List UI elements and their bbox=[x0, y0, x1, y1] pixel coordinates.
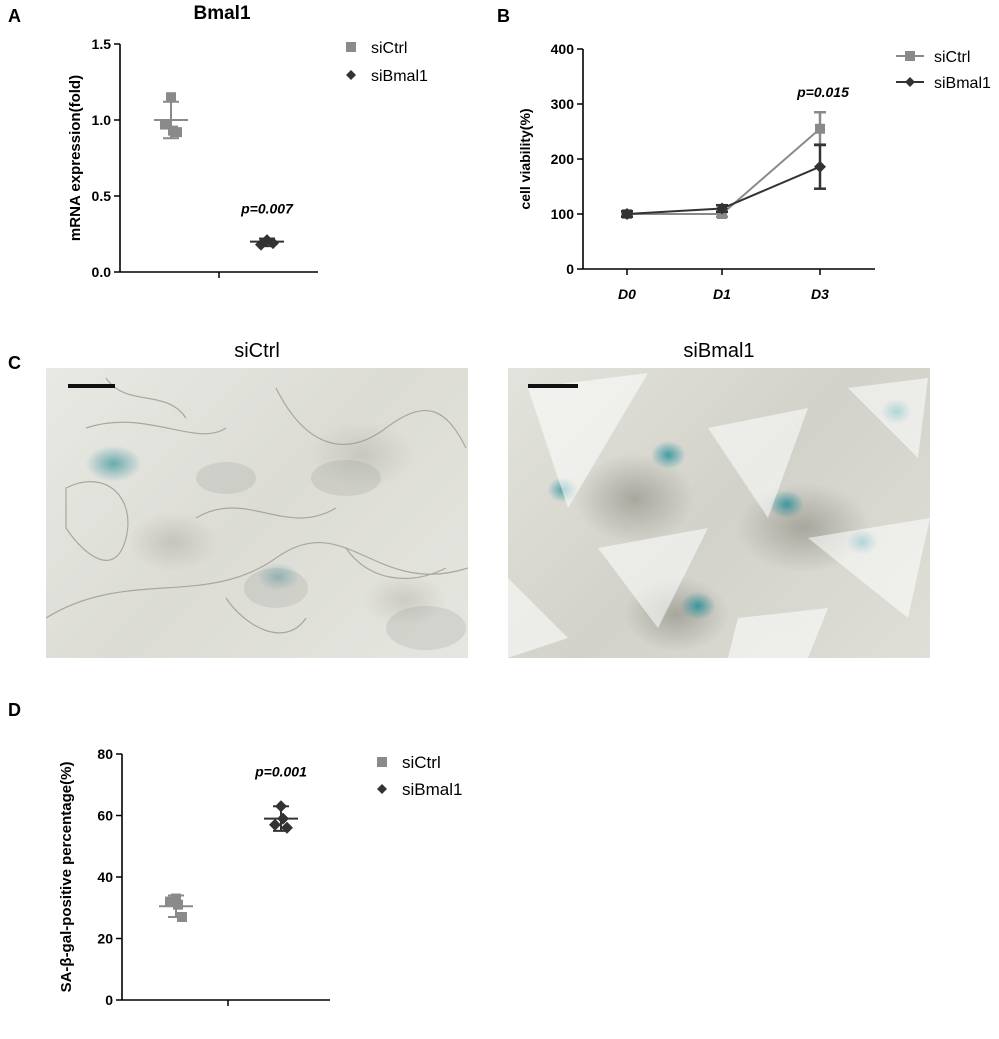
legend-label: siBmal1 bbox=[402, 780, 462, 799]
x-tick-label: D1 bbox=[713, 286, 731, 302]
y-tick-label: 40 bbox=[97, 869, 113, 885]
y-tick-label: 100 bbox=[551, 206, 575, 222]
y-tick-label: 1.5 bbox=[92, 36, 112, 52]
micrograph-sictrl bbox=[46, 368, 468, 658]
legend-marker bbox=[377, 784, 387, 794]
chart-title: Bmal1 bbox=[193, 3, 250, 24]
data-point bbox=[716, 202, 728, 215]
y-tick-label: 80 bbox=[97, 746, 113, 762]
x-tick-label: D3 bbox=[811, 286, 829, 302]
y-tick-label: 20 bbox=[97, 931, 113, 947]
data-point bbox=[275, 800, 287, 813]
legend-label: siCtrl bbox=[934, 49, 970, 66]
data-point bbox=[267, 237, 279, 250]
data-point bbox=[166, 92, 176, 103]
y-axis-label: cell viability(%) bbox=[517, 108, 533, 209]
y-tick-label: 1.0 bbox=[92, 112, 112, 128]
data-point bbox=[281, 821, 293, 834]
y-tick-label: 0.5 bbox=[92, 188, 112, 204]
y-axis-label: SA-β-gal-positive percentage(%) bbox=[58, 762, 75, 993]
micrograph-title-sictrl: siCtrl bbox=[234, 340, 280, 362]
panel-label-b: B bbox=[497, 6, 510, 26]
legend-label: siBmal1 bbox=[371, 68, 428, 85]
data-point bbox=[173, 899, 183, 910]
legend-label: siBmal1 bbox=[934, 75, 991, 92]
data-point bbox=[165, 896, 175, 907]
y-tick-label: 60 bbox=[97, 808, 113, 824]
y-tick-label: 0.0 bbox=[92, 264, 112, 280]
legend-marker bbox=[346, 70, 356, 80]
legend-label: siCtrl bbox=[402, 753, 441, 772]
legend-marker bbox=[905, 77, 915, 87]
data-point bbox=[168, 125, 178, 136]
legend-marker bbox=[905, 51, 915, 61]
scale-bar bbox=[68, 384, 115, 388]
y-tick-label: 0 bbox=[566, 261, 574, 277]
data-point bbox=[177, 911, 187, 922]
legend-label: siCtrl bbox=[371, 40, 407, 57]
p-value-annotation: p=0.015 bbox=[796, 84, 849, 100]
p-value-annotation: p=0.007 bbox=[240, 201, 294, 217]
legend-marker bbox=[346, 42, 356, 52]
panel-label-c: C bbox=[8, 353, 21, 373]
micrograph-sibmal1 bbox=[508, 368, 930, 658]
y-tick-label: 200 bbox=[551, 151, 575, 167]
panel-label-a: A bbox=[8, 6, 21, 26]
data-point bbox=[160, 119, 170, 130]
data-point bbox=[269, 818, 281, 831]
data-point bbox=[171, 893, 181, 904]
y-axis-label: mRNA expression(fold) bbox=[67, 75, 84, 241]
p-value-annotation: p=0.001 bbox=[254, 763, 307, 779]
data-point bbox=[815, 123, 825, 134]
x-tick-label: D0 bbox=[618, 286, 636, 302]
data-point bbox=[814, 160, 826, 173]
micrograph-title-sibmal1: siBmal1 bbox=[683, 340, 755, 362]
y-tick-label: 0 bbox=[105, 992, 113, 1008]
legend-marker bbox=[377, 757, 387, 767]
scale-bar bbox=[528, 384, 578, 388]
y-tick-label: 300 bbox=[551, 96, 575, 112]
data-point bbox=[621, 208, 633, 220]
y-tick-label: 400 bbox=[551, 41, 575, 57]
panel-label-d: D bbox=[8, 700, 21, 720]
